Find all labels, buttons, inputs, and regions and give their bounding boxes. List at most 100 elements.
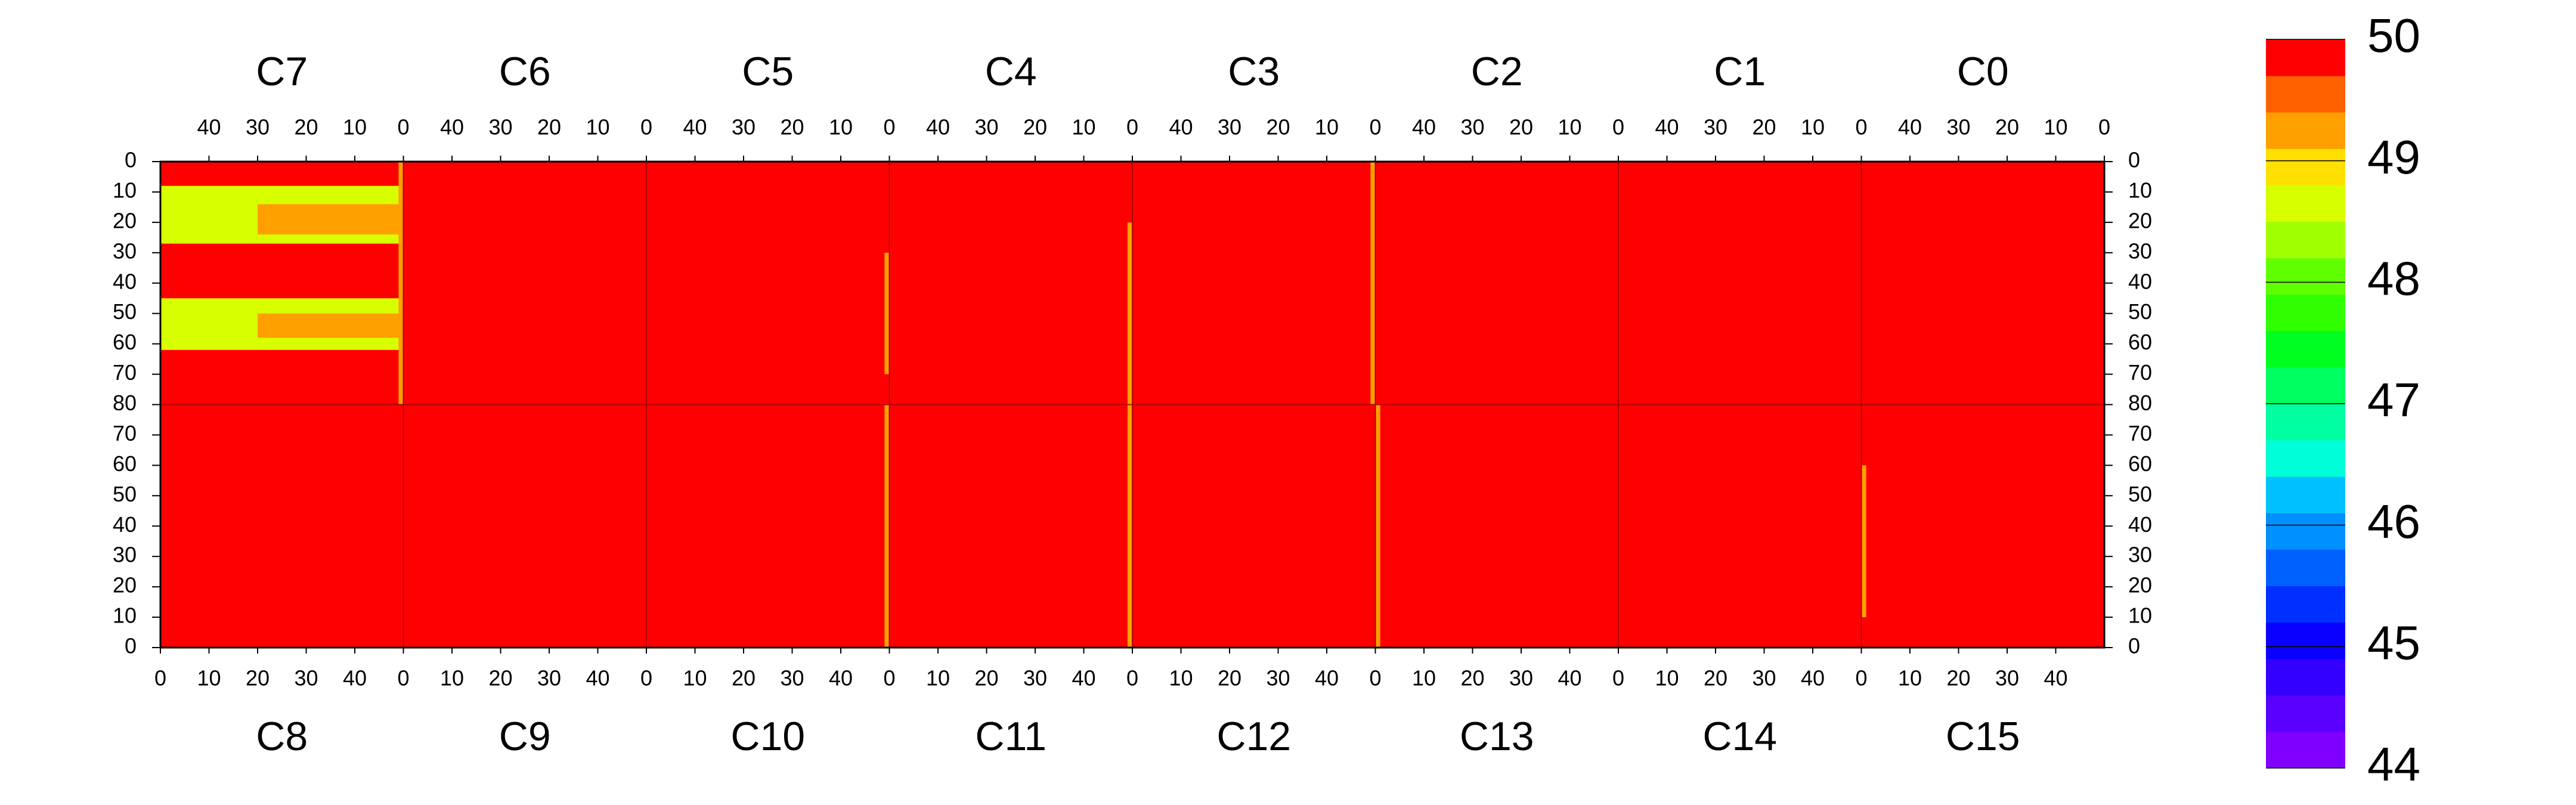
- x-tick-label: 40: [343, 666, 367, 691]
- panel-title: C12: [1216, 714, 1291, 759]
- panel-title: C0: [1957, 49, 2009, 94]
- colorbar-tick-label: 45: [2367, 616, 2420, 669]
- x-tick-label: 10: [1412, 666, 1436, 691]
- colorbar-band: [2266, 586, 2345, 623]
- x-tick-label: 10: [1169, 666, 1193, 691]
- x-tick-label: 20: [488, 666, 512, 691]
- heatmap-patch: [884, 404, 890, 648]
- heatmap-cells: [1618, 404, 1862, 648]
- heatmap-cells: [160, 404, 404, 648]
- y-tick-label: 20: [2128, 208, 2152, 233]
- colorbar-band: [2266, 148, 2345, 185]
- x-tick-label: 10: [926, 666, 950, 691]
- colorbar-band: [2266, 330, 2345, 368]
- x-tick-label: 40: [683, 115, 707, 140]
- y-tick-label: 10: [2128, 178, 2152, 202]
- heatmap-cells: [1375, 162, 1618, 405]
- x-tick-label: 0: [397, 115, 409, 140]
- panel-title: C5: [742, 49, 794, 94]
- x-tick-label: 0: [1612, 115, 1624, 140]
- x-tick-label: 40: [829, 666, 853, 691]
- y-tick-label: 40: [113, 512, 137, 537]
- x-tick-label: 20: [1752, 115, 1776, 140]
- x-tick-label: 20: [1218, 666, 1241, 691]
- x-tick-label: 0: [883, 666, 895, 691]
- panel-title: C3: [1228, 49, 1280, 94]
- colorbar-band: [2266, 731, 2345, 769]
- x-tick-label: 20: [974, 666, 998, 691]
- x-tick-label: 10: [829, 115, 853, 140]
- x-tick-label: 30: [1704, 115, 1727, 140]
- x-tick-label: 10: [1655, 666, 1679, 691]
- x-tick-label: 30: [1460, 115, 1484, 140]
- x-tick-label: 30: [1946, 115, 1970, 140]
- colorbar-tick-label: 46: [2367, 495, 2420, 548]
- heatmap-cells: [889, 162, 1132, 405]
- x-tick-label: 0: [1126, 666, 1138, 691]
- heatmap-cells: [1861, 404, 2104, 648]
- colorbar-tick-label: 48: [2367, 252, 2420, 305]
- y-tick-label: 50: [113, 299, 137, 324]
- colorbar-band: [2266, 476, 2345, 513]
- colorbar-band: [2266, 39, 2345, 76]
- x-tick-label: 0: [1126, 115, 1138, 140]
- x-tick-label: 10: [1558, 115, 1581, 140]
- x-tick-label: 20: [1460, 666, 1484, 691]
- x-tick-label: 0: [1369, 115, 1381, 140]
- heatmap-patch: [884, 252, 890, 374]
- colorbar-band: [2266, 294, 2345, 332]
- x-tick-label: 30: [780, 666, 804, 691]
- x-tick-label: 20: [537, 115, 561, 140]
- heatmap-cells: [403, 404, 646, 648]
- heatmap-cells: [646, 404, 890, 648]
- x-tick-label: 20: [1266, 115, 1290, 140]
- x-tick-label: 40: [2044, 666, 2067, 691]
- x-tick-label: 0: [2098, 115, 2110, 140]
- y-tick-label: 20: [113, 208, 137, 233]
- heatmap-patch: [258, 313, 404, 338]
- y-tick-label: 70: [113, 360, 137, 385]
- y-tick-label: 60: [2128, 330, 2152, 354]
- x-tick-label: 0: [883, 115, 895, 140]
- x-tick-label: 40: [926, 115, 950, 140]
- x-tick-label: 0: [397, 666, 409, 691]
- x-tick-label: 10: [683, 666, 707, 691]
- x-tick-label: 40: [1412, 115, 1436, 140]
- x-tick-label: 30: [1023, 666, 1047, 691]
- x-tick-label: 0: [1855, 666, 1867, 691]
- y-tick-label: 30: [113, 543, 137, 567]
- x-tick-label: 40: [1655, 115, 1679, 140]
- y-tick-label: 10: [113, 178, 137, 202]
- colorbar-band: [2266, 112, 2345, 149]
- panel-title: C6: [499, 49, 551, 94]
- y-tick-label: 70: [2128, 421, 2152, 445]
- y-tick-label: 30: [2128, 239, 2152, 263]
- y-tick-label: 0: [2128, 634, 2140, 658]
- y-tick-label: 60: [113, 451, 137, 476]
- y-tick-label: 40: [113, 269, 137, 293]
- x-tick-label: 20: [1704, 666, 1727, 691]
- y-tick-label: 20: [2128, 573, 2152, 597]
- x-tick-label: 10: [2044, 115, 2067, 140]
- x-tick-label: 10: [1315, 115, 1339, 140]
- x-tick-label: 20: [1946, 666, 1970, 691]
- x-tick-label: 0: [154, 666, 166, 691]
- heatmap-cells: [403, 162, 646, 405]
- panel-title: C4: [985, 49, 1037, 94]
- heatmap-patch: [1861, 465, 1866, 618]
- colorbar-band: [2266, 76, 2345, 113]
- y-tick-label: 40: [2128, 512, 2152, 537]
- heatmap-patch: [1127, 404, 1132, 648]
- x-tick-label: 30: [294, 666, 318, 691]
- x-tick-label: 30: [1995, 666, 2019, 691]
- y-tick-label: 0: [125, 148, 137, 172]
- heatmap-cells: [646, 162, 890, 405]
- colorbar-tick-label: 50: [2367, 9, 2420, 62]
- colorbar-tick-label: 47: [2367, 373, 2420, 426]
- colorbar-band: [2266, 367, 2345, 404]
- colorbar-band: [2266, 185, 2345, 222]
- panel-title: C2: [1471, 49, 1523, 94]
- heatmap-patch: [258, 204, 404, 235]
- x-tick-label: 40: [586, 666, 609, 691]
- colorbar-band: [2266, 622, 2345, 660]
